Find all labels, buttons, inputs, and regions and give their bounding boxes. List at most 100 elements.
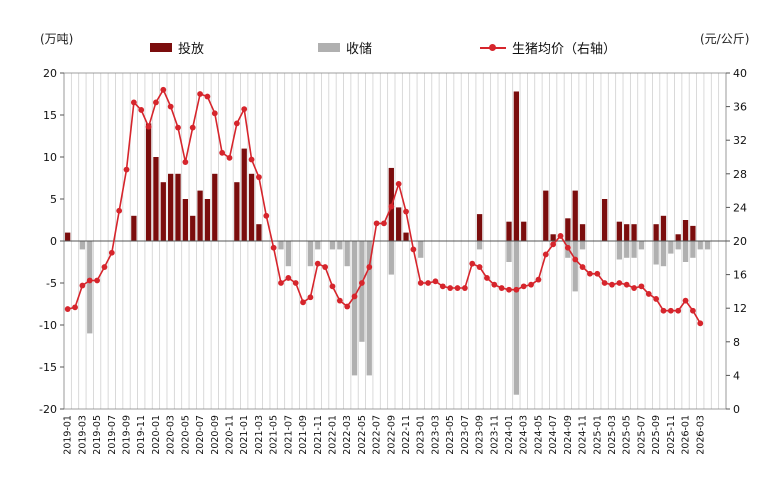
bar-release [565, 218, 571, 241]
price-point [278, 280, 284, 286]
right-tick-label: 12 [733, 302, 747, 315]
x-tick-label: 2026-03 [695, 415, 706, 455]
price-point [256, 174, 262, 181]
x-tick-label: 2025-01 [592, 415, 603, 455]
price-point [587, 270, 593, 277]
right-tick-label: 40 [733, 67, 747, 80]
right-axis-unit: (元/公斤) [700, 32, 750, 46]
price-point [638, 283, 645, 290]
price-point [167, 103, 174, 110]
price-point [241, 106, 248, 113]
price-point [307, 294, 314, 301]
bar-storage [682, 241, 689, 262]
x-tick-label: 2025-07 [636, 415, 647, 455]
x-tick-label: 2020-03 [166, 415, 177, 455]
bar-release [579, 224, 586, 241]
price-point [425, 280, 431, 286]
bar-release [175, 173, 181, 241]
bar-storage [337, 241, 343, 250]
price-point [645, 291, 652, 297]
price-point [690, 307, 696, 314]
bar-release [204, 199, 211, 241]
price-point [373, 220, 380, 227]
legend-label-price: 生猪均价（右轴） [512, 42, 617, 57]
x-tick-label: 2022-11 [401, 415, 412, 455]
price-point [359, 280, 365, 286]
price-point [528, 281, 534, 288]
price-point [447, 285, 454, 291]
left-tick-label: -20 [39, 403, 57, 416]
left-tick-label: 10 [43, 151, 57, 164]
bar-release [690, 225, 696, 241]
left-tick-label: 20 [43, 67, 57, 80]
x-tick-label: 2022-01 [328, 415, 339, 455]
right-tick-label: 24 [733, 201, 747, 214]
bar-release [572, 190, 578, 241]
x-tick-label: 2021-11 [313, 415, 324, 455]
price-point [226, 154, 233, 161]
bar-storage [572, 241, 578, 292]
bar-storage [668, 241, 674, 254]
bar-storage [690, 241, 696, 258]
bar-release [212, 173, 218, 241]
x-tick-label: 2023-07 [460, 415, 471, 455]
price-point [410, 246, 417, 253]
bar-release [65, 232, 71, 241]
price-point [682, 297, 689, 304]
price-point [145, 123, 152, 130]
x-tick-label: 2021-01 [239, 415, 250, 455]
x-tick-label: 2019-11 [136, 415, 147, 455]
price-point [263, 212, 270, 219]
bar-storage [704, 241, 711, 250]
price-point [476, 264, 483, 270]
price-point [579, 264, 586, 270]
price-point [300, 299, 306, 306]
x-tick-label: 2024-07 [548, 415, 559, 455]
legend-swatch-storage [318, 43, 340, 52]
price-point [498, 285, 505, 291]
right-tick-label: 32 [733, 134, 747, 147]
bar-storage [653, 241, 659, 265]
x-tick-label: 2026-01 [681, 415, 692, 455]
x-tick-label: 2019-07 [107, 415, 118, 455]
price-point [322, 264, 329, 270]
price-point [675, 307, 682, 314]
x-tick-label: 2022-03 [342, 415, 353, 455]
price-point [219, 149, 226, 156]
bar-release [624, 224, 630, 241]
price-point [631, 285, 637, 291]
bar-release [241, 148, 247, 241]
legend-line-price [480, 43, 506, 53]
price-point [388, 203, 395, 210]
x-tick-label: 2019-09 [122, 415, 133, 455]
bar-storage [278, 241, 284, 250]
x-tick-label: 2022-09 [386, 415, 397, 455]
left-tick-label: 15 [43, 109, 57, 122]
x-tick-label: 2021-09 [298, 415, 309, 455]
bar-release [396, 207, 402, 241]
price-point [660, 307, 667, 314]
price-point [189, 124, 196, 131]
bar-release [168, 173, 174, 241]
price-point [116, 207, 123, 214]
bar-release [631, 224, 637, 241]
x-tick-label: 2022-05 [357, 415, 368, 455]
price-point [285, 275, 292, 281]
price-point [557, 233, 564, 239]
bar-storage [513, 241, 520, 395]
x-tick-label: 2025-05 [622, 415, 633, 455]
bar-release [197, 190, 203, 241]
x-tick-label: 2019-01 [63, 415, 74, 455]
price-point [233, 120, 240, 127]
bar-release [190, 215, 196, 241]
bar-release [153, 157, 159, 241]
price-point [623, 281, 630, 288]
price-point [520, 283, 527, 290]
legend-item-storage: 收储 [318, 38, 372, 57]
bar-storage [285, 241, 291, 267]
bar-storage [624, 241, 630, 258]
bar-release [653, 224, 659, 241]
price-point [86, 277, 93, 284]
price-point [601, 280, 608, 286]
bar-storage [87, 241, 93, 334]
